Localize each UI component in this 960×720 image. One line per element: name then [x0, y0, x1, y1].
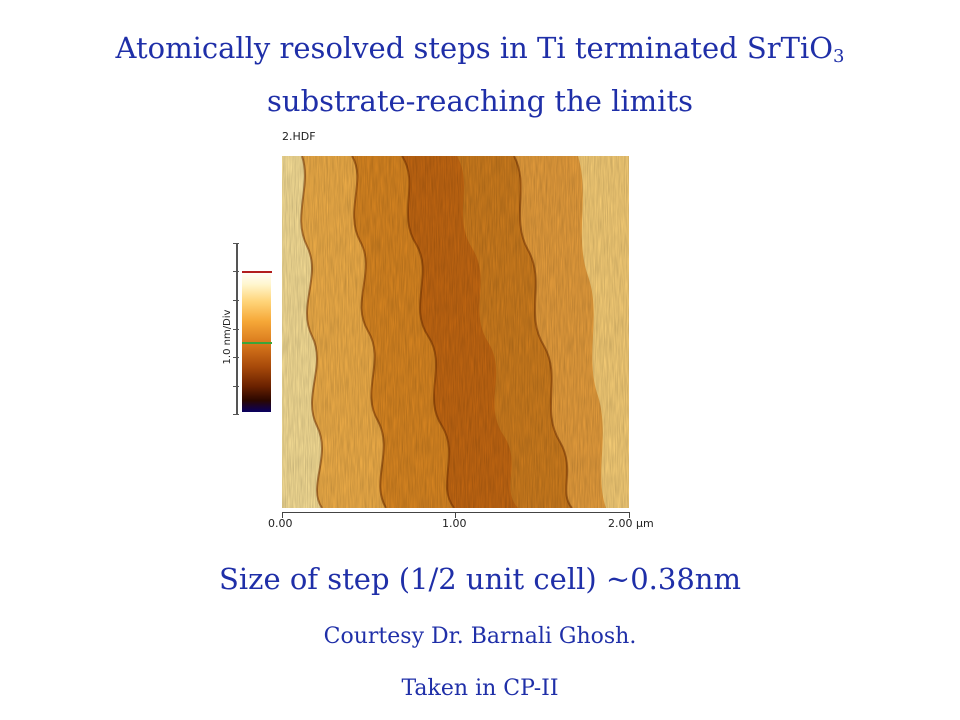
colorbar-tick — [233, 300, 239, 301]
x-tick-label: 1.00 — [442, 517, 467, 530]
file-label: 2.HDF — [282, 130, 316, 143]
slide-title: Atomically resolved steps in Ti terminat… — [0, 26, 960, 123]
x-axis — [282, 512, 630, 513]
x-tick — [629, 512, 630, 518]
x-tick — [455, 512, 456, 518]
afm-step-image — [282, 156, 629, 508]
afm-terrace-map — [282, 156, 629, 508]
colorbar-label: 1.0 nm/Div — [222, 309, 233, 365]
scan-line-noise — [282, 156, 629, 508]
height-colorbar — [242, 270, 271, 412]
colorbar-tick — [233, 386, 239, 387]
courtesy-caption: Courtesy Dr. Barnali Ghosh. — [323, 624, 637, 649]
colorbar-tick — [233, 271, 239, 272]
x-tick-label: 0.00 — [268, 517, 293, 530]
colorbar-tick — [233, 243, 239, 244]
colorbar-lower-marker — [242, 342, 272, 344]
colorbar-upper-marker — [242, 271, 272, 273]
colorbar-tick — [233, 357, 239, 358]
colorbar-tick — [233, 414, 239, 415]
x-tick — [282, 512, 283, 518]
title-line2: substrate-reaching the limits — [267, 84, 693, 118]
x-tick-label: 2.00 µm — [608, 517, 654, 530]
title-line1: Atomically resolved steps in Ti terminat… — [115, 31, 834, 65]
title-subscript: 3 — [833, 46, 845, 67]
step-size-caption: Size of step (1/2 unit cell) ~0.38nm — [219, 562, 741, 596]
taken-in-caption: Taken in CP-II — [401, 676, 559, 701]
colorbar-tick — [233, 329, 239, 330]
